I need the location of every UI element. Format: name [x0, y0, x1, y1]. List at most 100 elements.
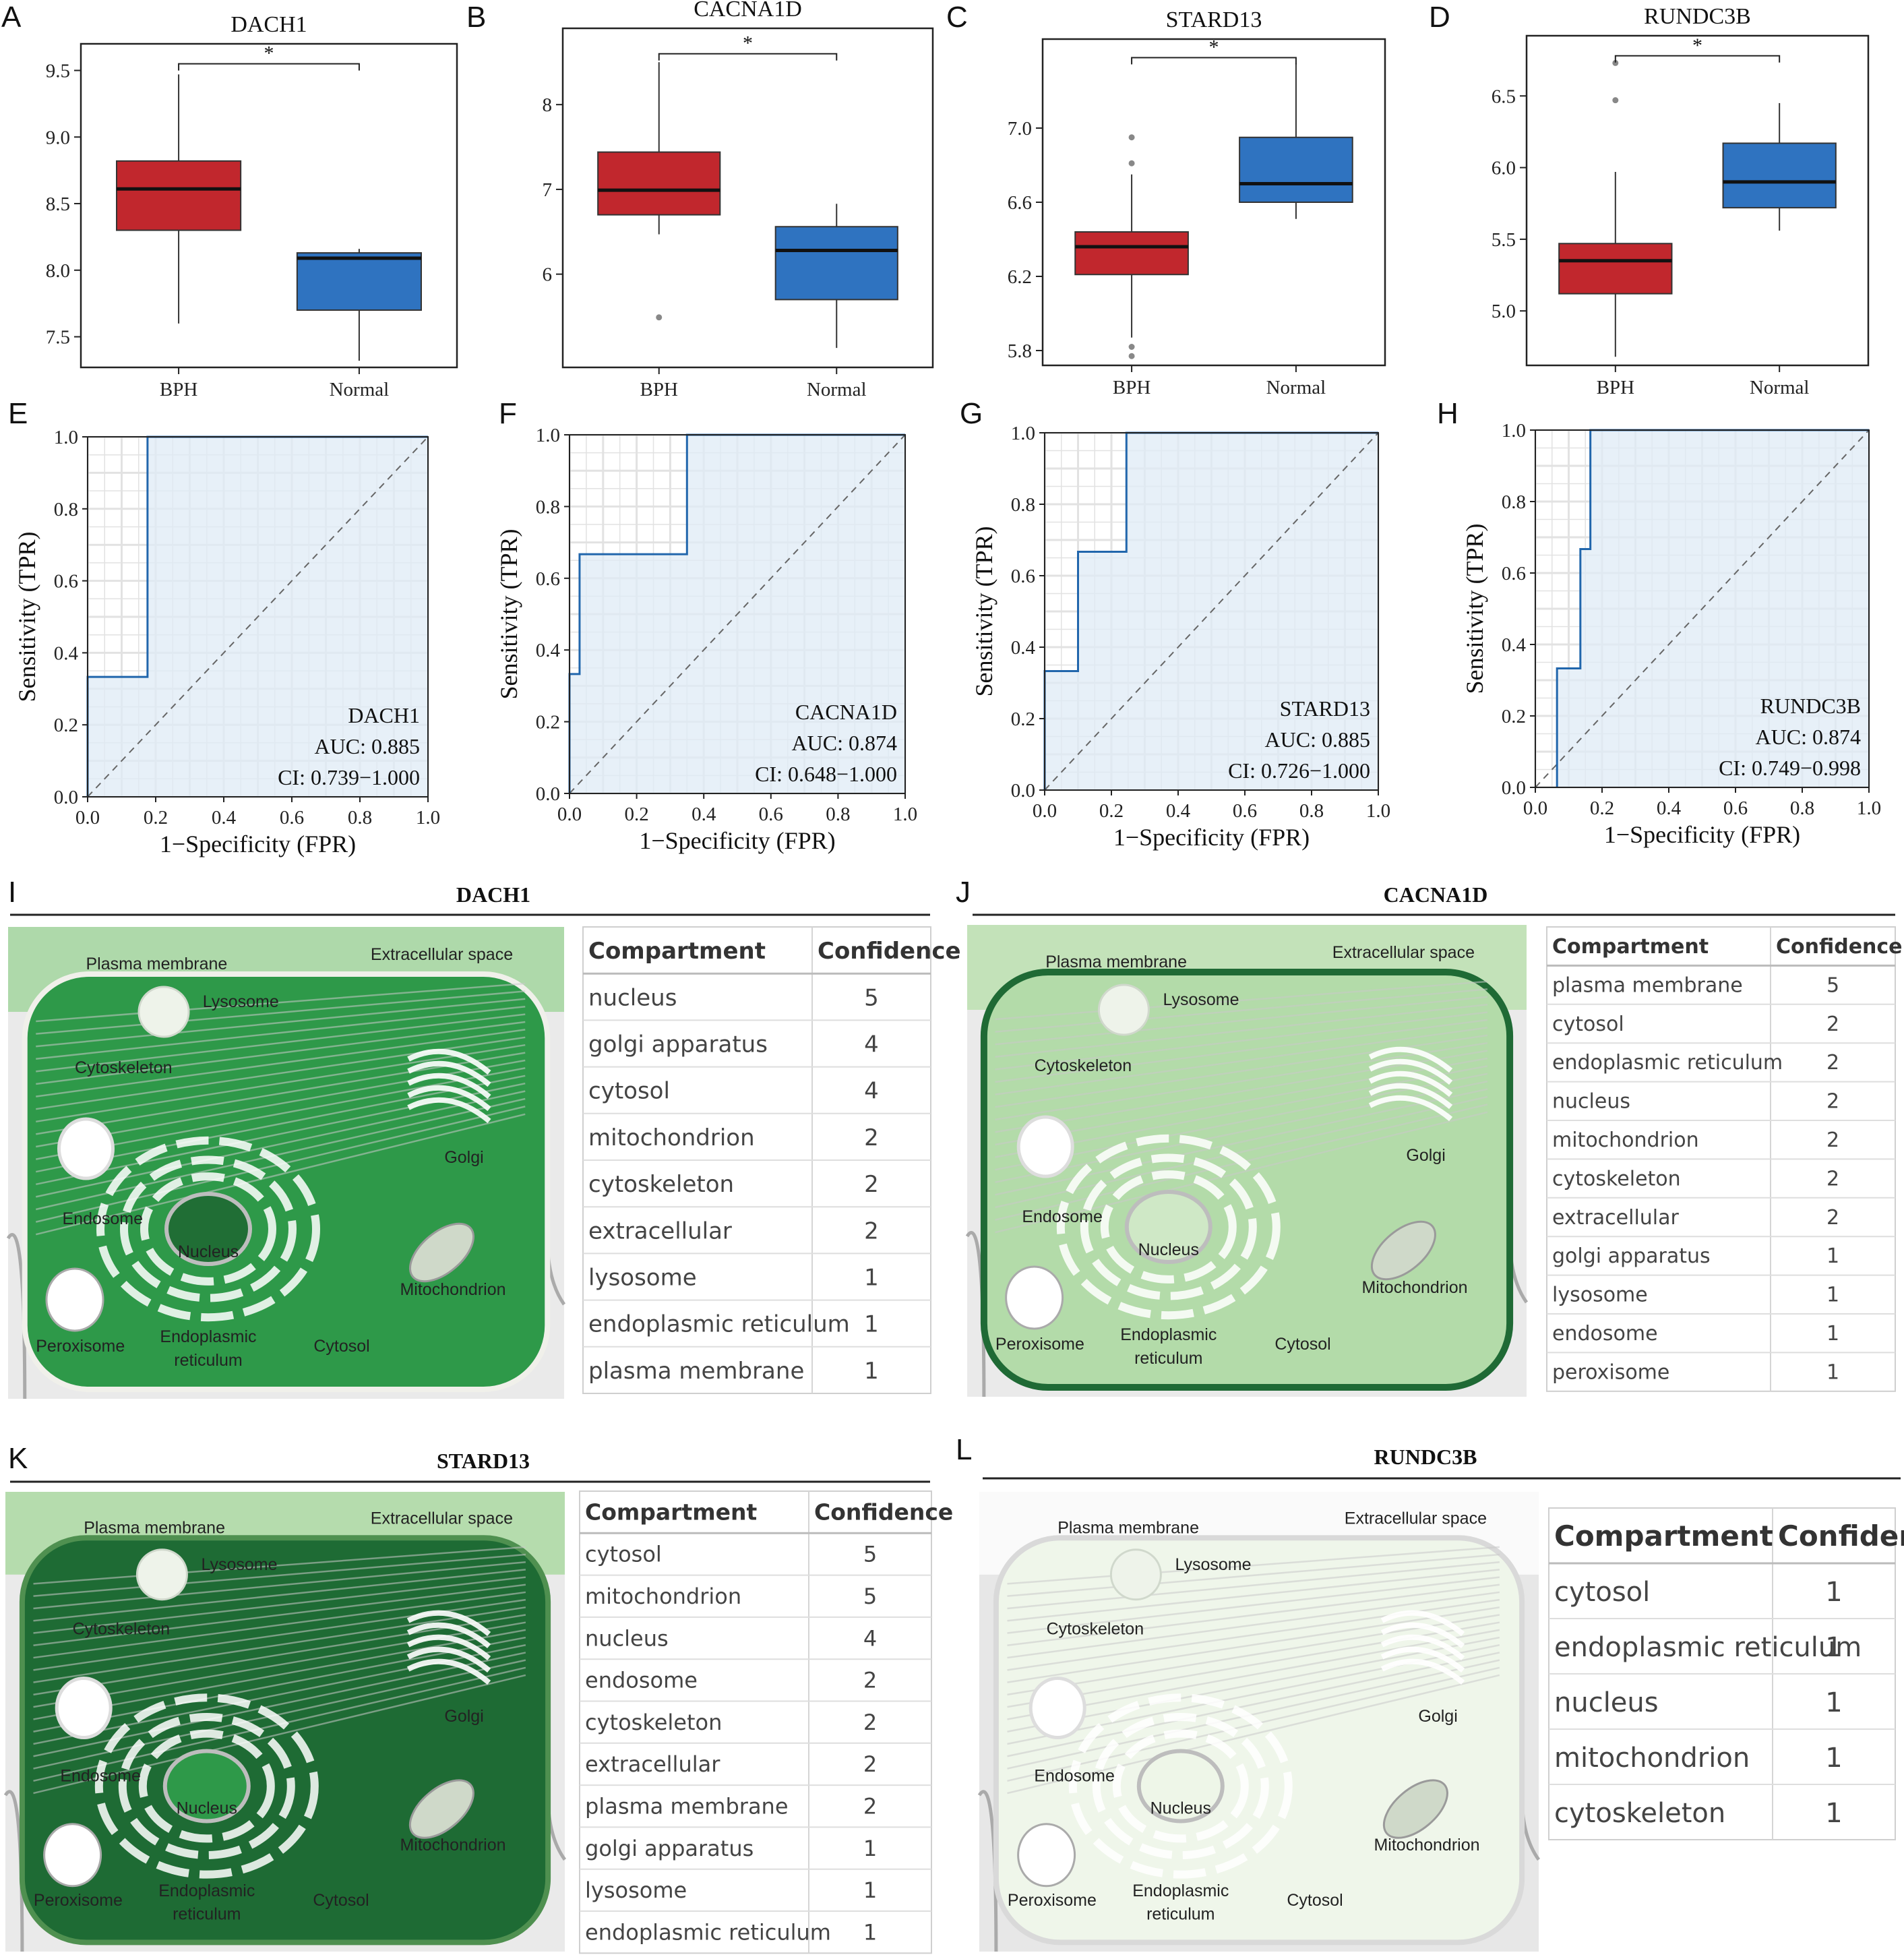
- cell-compartment: mitochondrion: [1552, 1128, 1699, 1152]
- y-tick-label: 1.0: [1011, 423, 1035, 444]
- cell-confidence: 1: [1825, 1632, 1842, 1663]
- significance-star: *: [743, 32, 753, 55]
- er-ring: [138, 1729, 275, 1843]
- organelle-label-extracellular: Extracellular space: [371, 1509, 513, 1528]
- organelle-label-peroxisome: Peroxisome: [36, 1337, 125, 1356]
- ci-value: CI: 0.749−0.998: [1719, 756, 1861, 780]
- y-tick-label: 0.0: [1011, 780, 1035, 802]
- y-tick-label: 0.2: [1011, 709, 1035, 730]
- mitochondrion-shape: [1370, 1220, 1436, 1281]
- cytoskeleton-fibre: [33, 1553, 526, 1597]
- cell-compartment: nucleus: [585, 1625, 669, 1651]
- roc-panel-H: H 0.00.0 0.2 0.2 0.4 0.4 0.6 0.6 0.8 0.8 1.0 1.0 1−S…: [1437, 397, 1881, 848]
- x-tick-label: 0.0: [557, 804, 582, 825]
- cytoskeleton-fibre: [995, 988, 1488, 1033]
- cell-confidence: 5: [863, 1542, 877, 1567]
- cell-compartment: nucleus: [1554, 1687, 1659, 1718]
- x-tick-label: 0.2: [624, 804, 648, 825]
- golgi-cisterna: [406, 1634, 491, 1661]
- x-tick-label: 0.6: [1233, 800, 1257, 822]
- cytoskeleton-fibre: [35, 1113, 526, 1236]
- y-axis-title: Sensitivity (TPR): [1461, 523, 1488, 694]
- cell-compartment: lysosome: [1552, 1284, 1648, 1307]
- header-confidence: Confidence: [1776, 935, 1903, 959]
- cell-compartment: golgi apparatus: [588, 1031, 768, 1058]
- x-tick-label: 0.8: [1299, 800, 1324, 822]
- cytoskeleton-fibre: [36, 1044, 526, 1123]
- organelle-label-mitochondrion: Mitochondrion: [1374, 1836, 1479, 1855]
- golgi-cisterna: [407, 1085, 491, 1112]
- peroxisome-shape: [1017, 1823, 1076, 1888]
- er-ring: [140, 1172, 276, 1286]
- box-bph: [1074, 231, 1189, 276]
- endosome-shape: [1016, 1115, 1074, 1178]
- cell-body: [993, 1535, 1525, 1946]
- x-tick-label: 1.0: [1857, 797, 1881, 819]
- golgi-cisterna: [407, 1073, 491, 1099]
- header-confidence: Confidence: [814, 1499, 953, 1525]
- x-tick-label: 0.8: [1790, 797, 1814, 819]
- boxplot-panel-C: C STARD13 5.8 6.2 6.6 7.0 BPH Normal *: [946, 1, 1386, 398]
- x-tick-label: BPH: [1113, 377, 1150, 398]
- plot-frame: [561, 27, 934, 369]
- er-ring: [1068, 1693, 1293, 1879]
- y-tick-label: 9.5: [46, 61, 70, 82]
- organelle-label-golgi: Golgi: [1406, 1146, 1445, 1165]
- plot-frame: [87, 436, 429, 797]
- x-tick-label: Normal: [1266, 377, 1326, 398]
- header-confidence: Confidence: [1778, 1519, 1904, 1553]
- boxplot-panel-A: A DACH1 7.5 8.0 8.5 9.0 9.5 BPH Normal *: [1, 1, 458, 400]
- cytoskeleton-fibre: [995, 1042, 1488, 1121]
- organelle-label-er-line2: reticulum: [174, 1351, 242, 1370]
- cytoskeleton-fibre: [1007, 1569, 1500, 1622]
- cell-confidence: 1: [1826, 1360, 1839, 1384]
- y-tick-label: 0.2: [54, 715, 78, 736]
- cell-body: [19, 1535, 551, 1946]
- significance-bracket: [1131, 57, 1297, 65]
- chance-diagonal: [1535, 429, 1870, 788]
- x-tick-label: 0.0: [1523, 797, 1547, 819]
- x-tick-label: Normal: [1750, 377, 1810, 398]
- organelle-label-plasma-membrane: Plasma membrane: [1057, 1518, 1199, 1537]
- cytoskeleton-fibre: [36, 1029, 526, 1097]
- organelle-label-cytosol: Cytosol: [313, 1337, 369, 1356]
- organelle-label-mitochondrion: Mitochondrion: [1361, 1278, 1467, 1297]
- y-tick-label: 0.8: [54, 499, 78, 520]
- organelle-label-cytoskeleton: Cytoskeleton: [1035, 1056, 1132, 1075]
- chart-title: CACNA1D: [694, 0, 802, 22]
- organelle-label-mitochondrion: Mitochondrion: [400, 1280, 505, 1299]
- x-tick-label: 0.8: [826, 804, 850, 825]
- significance-star: *: [1692, 34, 1702, 57]
- y-tick-label: 0.2: [1502, 706, 1526, 727]
- golgi-cisterna: [406, 1622, 491, 1649]
- golgi-cisterna: [406, 1610, 491, 1637]
- y-axis-title: Sensitivity (TPR): [971, 526, 997, 696]
- y-tick-label: 8.0: [46, 260, 70, 282]
- box-normal: [1239, 136, 1353, 203]
- header-compartment: Compartment: [588, 938, 766, 965]
- organelle-label-er-line2: reticulum: [1134, 1349, 1202, 1368]
- cytoskeleton-fibre: [36, 998, 526, 1048]
- golgi-cisterna: [1380, 1646, 1465, 1673]
- er-ring: [1092, 1712, 1269, 1859]
- organelle-label-lysosome: Lysosome: [1175, 1555, 1252, 1574]
- y-tick-label: 0.4: [54, 642, 79, 664]
- cell-compartment: endosome: [585, 1668, 698, 1693]
- y-tick-label: 9.0: [46, 127, 70, 148]
- cell-compartment: cytoskeleton: [1552, 1167, 1681, 1191]
- roc-gene-label: DACH1: [348, 703, 420, 727]
- cell-confidence: 1: [864, 1358, 879, 1385]
- boxplot-panel-D: D RUNDC3B 5.0 5.5 6.0 6.5 BPH Normal *: [1429, 1, 1870, 398]
- organelle-label-golgi: Golgi: [444, 1707, 483, 1726]
- localization-panel-K: K STARD13 Plasma membrane Extracellular spa…: [3, 1442, 953, 1954]
- peroxisome-shape: [1005, 1265, 1064, 1330]
- x-tick-label: 0.0: [75, 807, 100, 828]
- cell-confidence: 1: [864, 1264, 879, 1291]
- organelle-label-endosome: Endosome: [62, 1209, 143, 1228]
- er-ring: [118, 1712, 295, 1859]
- panel-label: E: [8, 397, 28, 430]
- organelle-label-endosome: Endosome: [60, 1767, 141, 1786]
- significance-bracket: [658, 53, 838, 61]
- cytoskeleton-fibre: [33, 1606, 526, 1683]
- cytoskeleton-fibre: [1007, 1546, 1500, 1585]
